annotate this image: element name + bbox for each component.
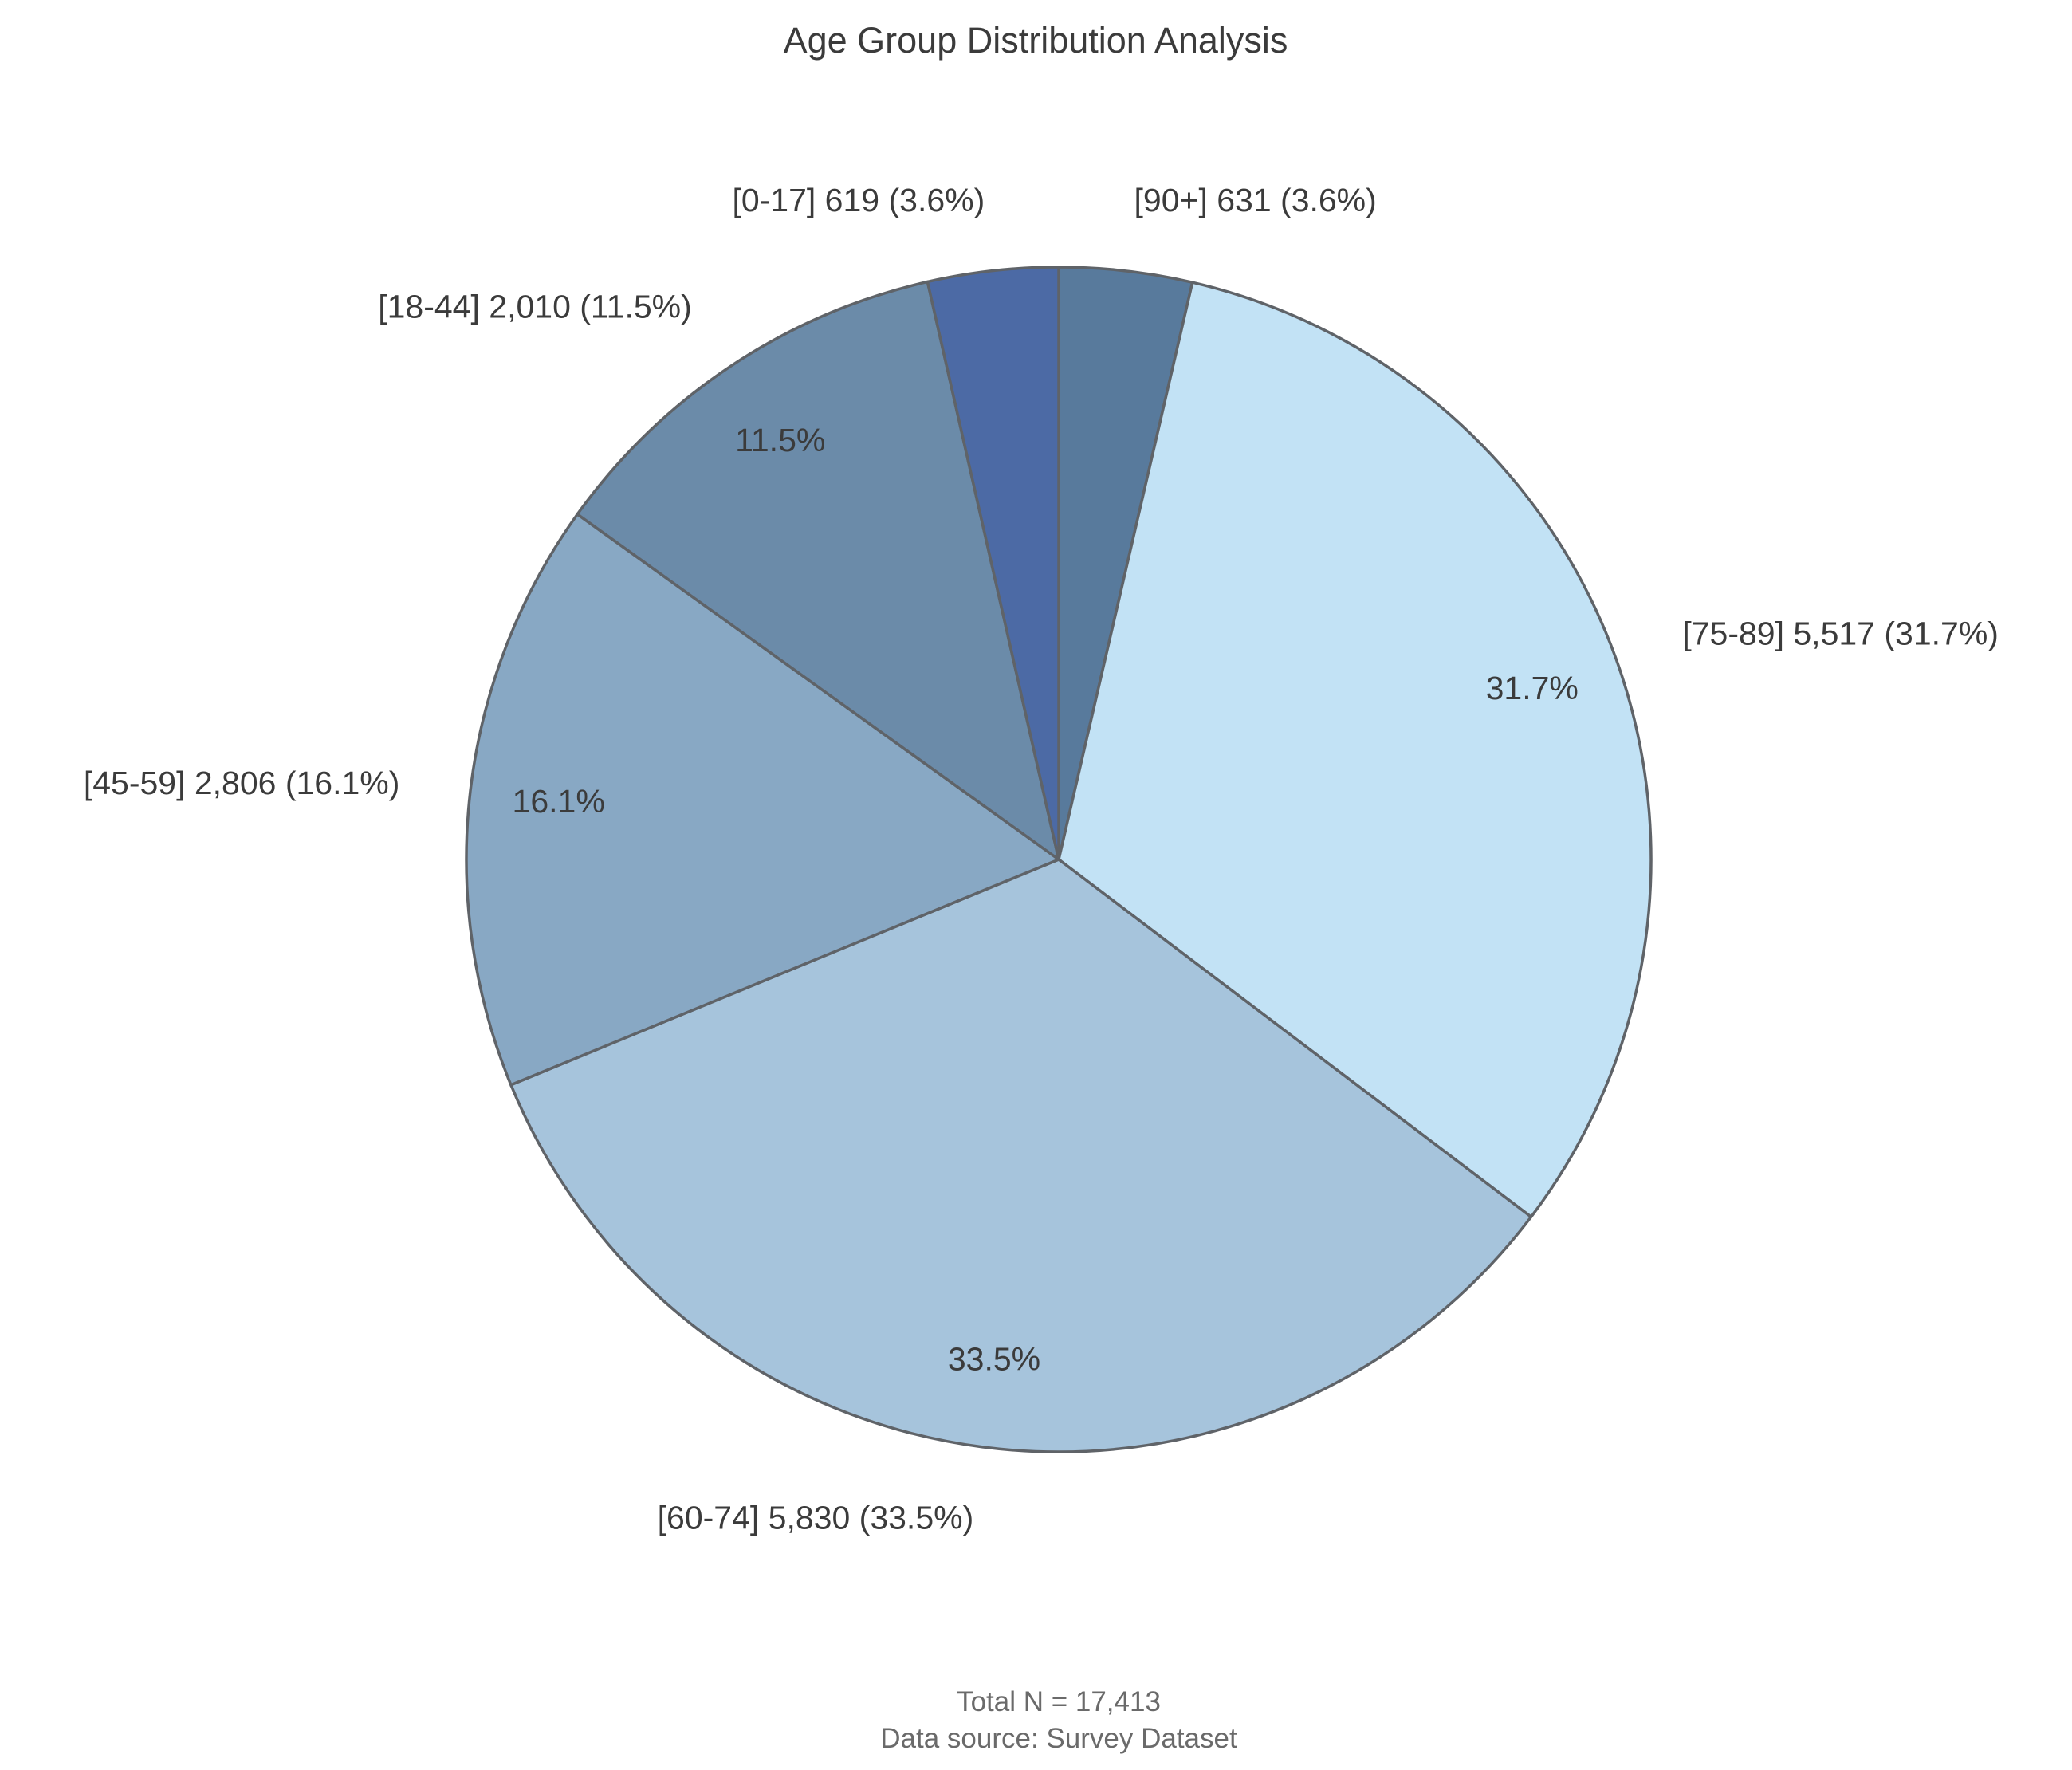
pct-label-45-59: 16.1% xyxy=(513,783,605,820)
footer-total: Total N = 17,413 xyxy=(957,1686,1161,1717)
pie-slices xyxy=(465,266,1653,1453)
pie-slice-45-59 xyxy=(465,512,1062,1087)
pct-label-60-74: 33.5% xyxy=(948,1340,1040,1377)
outer-label-90: [90+] 631 (3.6%) xyxy=(1134,182,1377,218)
chart-title: Age Group Distribution Analysis xyxy=(784,20,1288,61)
pie-slice-60-74 xyxy=(509,858,1534,1453)
outer-label-45-59: [45-59] 2,806 (16.1%) xyxy=(84,765,400,801)
pct-label-18-44: 11.5% xyxy=(735,422,825,458)
pie-slice-0-17 xyxy=(926,266,1060,860)
outer-label-18-44: [18-44] 2,010 (11.5%) xyxy=(378,289,692,325)
outer-label-60-74: [60-74] 5,830 (33.5%) xyxy=(658,1499,974,1536)
pie-slice-75-89 xyxy=(1057,281,1653,1219)
outer-label-75-89: [75-89] 5,517 (31.7%) xyxy=(1682,615,1999,651)
outer-label-0-17: [0-17] 619 (3.6%) xyxy=(732,182,985,218)
percent-labels: 31.7% 33.5% 16.1% 11.5% xyxy=(513,422,1579,1378)
outer-labels: [90+] 631 (3.6%) [75-89] 5,517 (31.7%) [60… xyxy=(84,182,1999,1536)
footer-source: Data source: Survey Dataset xyxy=(880,1723,1237,1754)
pie-slice-18-44 xyxy=(575,280,1061,863)
pct-label-75-89: 31.7% xyxy=(1486,670,1579,706)
